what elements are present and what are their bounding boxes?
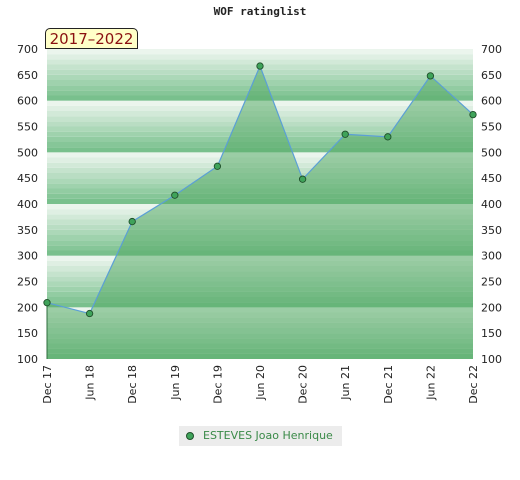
y-tick-label-left: 450 [17,172,38,185]
y-tick-label-right: 400 [481,198,502,211]
data-point [426,72,435,80]
series-area [47,66,473,360]
legend-label: ESTEVES Joao Henrique [203,429,333,442]
y-tick-label-left: 300 [17,250,38,263]
y-tick-label-left: 700 [17,43,38,56]
y-tick-label-left: 650 [17,69,38,82]
y-tick-label-right: 600 [481,95,502,108]
y-tick-label-left: 400 [17,198,38,211]
background-band [47,54,473,60]
x-tick-label: Jun 19 [169,365,182,401]
chart-title: WOF ratinglist [213,5,307,18]
y-tick-label-left: 350 [17,224,38,237]
period-badge: 2017–2022 [45,28,138,49]
legend-marker-icon [186,432,194,440]
data-point [171,191,179,199]
x-tick-label: Jun 20 [254,365,267,401]
data-point [341,130,349,138]
x-tick-label: Dec 20 [297,365,310,404]
background-band [47,59,473,65]
data-point [256,62,264,70]
y-tick-label-left: 200 [17,301,38,314]
x-tick-label: Jun 18 [84,365,97,401]
data-point [128,217,136,226]
data-point [298,175,307,183]
data-point [469,110,477,119]
y-tick-label-left: 100 [17,353,38,366]
x-tick-label: Dec 22 [467,365,480,404]
data-point [213,162,222,170]
y-tick-label-right: 500 [481,146,502,159]
x-tick-label: Dec 21 [382,365,395,404]
y-tick-label-left: 550 [17,121,38,134]
y-tick-label-left: 250 [17,276,38,289]
x-tick-label: Jun 22 [424,365,437,401]
background-band [47,49,473,55]
legend[interactable]: ESTEVES Joao Henrique [179,426,342,446]
y-tick-label-right: 300 [481,250,502,263]
data-point [384,133,392,141]
y-tick-label-right: 350 [481,224,502,237]
y-tick-label-right: 450 [481,172,502,185]
x-tick-label: Dec 19 [211,365,224,404]
x-tick-label: Jun 21 [339,365,352,401]
y-tick-label-left: 500 [17,146,38,159]
data-point [43,299,51,307]
y-tick-label-right: 550 [481,121,502,134]
data-point [85,309,94,318]
x-tick-label: Dec 17 [41,365,54,404]
y-tick-label-right: 100 [481,353,502,366]
y-tick-label-right: 200 [481,301,502,314]
x-tick-label: Dec 18 [126,365,139,404]
y-tick-label-left: 600 [17,95,38,108]
y-tick-label-right: 650 [481,69,502,82]
y-tick-label-right: 700 [481,43,502,56]
y-tick-label-right: 250 [481,276,502,289]
y-tick-label-left: 150 [17,327,38,340]
y-tick-label-right: 150 [481,327,502,340]
